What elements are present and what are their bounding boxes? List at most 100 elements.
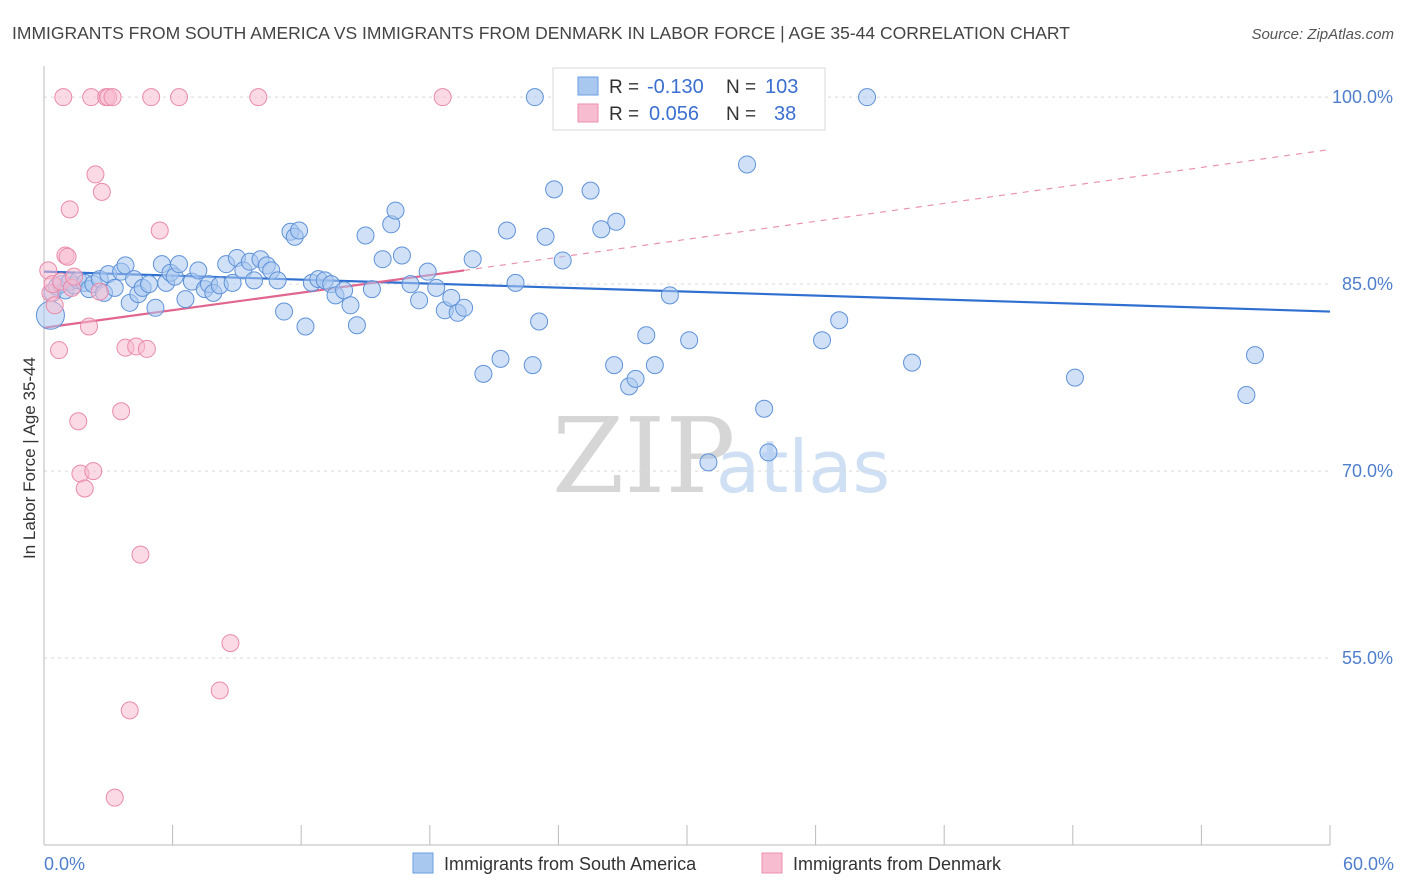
point-series0-99: [858, 88, 877, 107]
point-series0-14: [105, 278, 124, 297]
point-series1-14: [80, 317, 99, 336]
point-series0-103: [1245, 346, 1264, 365]
bottom-legend-label-south-america: Immigrants from South America: [444, 854, 697, 874]
point-series0-95: [755, 399, 774, 418]
point-series0-74: [491, 349, 510, 368]
point-series1-7: [58, 247, 77, 266]
point-series0-73: [474, 364, 493, 383]
trend-lines: [43, 148, 1331, 329]
point-series0-93: [699, 453, 718, 472]
point-series1-29: [137, 339, 156, 358]
x-tick-label-min: 0.0%: [44, 854, 85, 874]
point-series0-77: [523, 356, 542, 375]
point-series0-80: [545, 180, 564, 199]
grid: [44, 96, 1330, 659]
point-series1-13: [75, 479, 94, 498]
point-series1-3: [45, 296, 64, 315]
point-series0-86: [607, 212, 626, 231]
point-series0-45: [275, 302, 294, 321]
point-series1-24: [112, 402, 131, 421]
bottom-legend-swatch-denmark: [761, 852, 783, 874]
legend-r-label-1: R =: [609, 77, 639, 98]
y-tick-label-1: 85.0%: [1342, 274, 1393, 294]
point-series1-33: [210, 681, 229, 700]
point-series0-92: [680, 331, 699, 350]
legend-swatch-south-america: [577, 76, 599, 96]
point-series1-32: [170, 88, 189, 107]
point-series0-85: [605, 356, 624, 375]
point-series0-49: [296, 317, 315, 336]
point-series0-102: [1237, 386, 1256, 405]
point-series1-10: [65, 267, 84, 286]
y-axis-label: In Labor Force | Age 35-44: [20, 357, 39, 559]
point-series1-34: [221, 634, 240, 653]
point-series0-91: [660, 286, 679, 305]
watermark: ZIP atlas: [552, 395, 890, 517]
point-series0-28: [176, 290, 195, 309]
point-series1-11: [69, 412, 88, 431]
point-series0-101: [1065, 368, 1084, 387]
point-series0-104: [525, 88, 544, 107]
point-series1-15: [82, 88, 101, 107]
legend-n-label-1: N =: [726, 77, 756, 98]
series-legend: Immigrants from South America Immigrants…: [412, 852, 1002, 874]
trend-extension-series1: [464, 148, 1331, 272]
point-series0-65: [410, 291, 429, 310]
point-series0-81: [553, 251, 572, 270]
legend-r-value-1: -0.130: [647, 76, 704, 98]
point-series0-79: [536, 227, 555, 246]
point-series1-22: [103, 88, 122, 107]
point-series0-75: [497, 221, 516, 240]
point-series0-30: [189, 261, 208, 280]
point-series0-21: [140, 275, 159, 294]
y-tick-label-2: 70.0%: [1342, 461, 1393, 481]
y-tick-label-0: 100.0%: [1332, 87, 1393, 107]
point-series1-23: [105, 788, 124, 807]
correlation-legend: R = -0.130 N = 103 R = 0.056 N = 38: [552, 67, 826, 131]
watermark-atlas: atlas: [716, 425, 890, 509]
point-series1-19: [92, 182, 111, 201]
point-series1-18: [90, 282, 109, 301]
point-series0-60: [373, 250, 392, 269]
point-series0-76: [506, 273, 525, 292]
point-series1-36: [433, 88, 452, 107]
point-series0-63: [392, 246, 411, 265]
bottom-legend-swatch-south-america: [412, 852, 434, 874]
point-series0-36: [223, 273, 242, 292]
point-series0-56: [341, 296, 360, 315]
legend-n-value-2: 38: [774, 103, 796, 125]
point-series0-78: [530, 312, 549, 331]
point-series0-22: [146, 298, 165, 317]
point-series0-100: [903, 353, 922, 372]
point-series1-30: [142, 88, 161, 107]
point-series0-48: [290, 221, 309, 240]
y-tick-label-3: 55.0%: [1342, 648, 1393, 668]
chart-source: Source: ZipAtlas.com: [1251, 26, 1394, 43]
legend-n-value-1: 103: [765, 76, 798, 98]
y-tick-labels: 100.0% 85.0% 70.0% 55.0%: [1332, 87, 1393, 668]
point-series0-40: [245, 271, 264, 290]
point-series0-58: [356, 226, 375, 245]
point-series0-16: [116, 256, 135, 275]
scatter-points: [35, 88, 1264, 807]
point-series0-64: [401, 275, 420, 294]
point-series0-57: [347, 316, 366, 335]
point-series0-44: [268, 271, 287, 290]
point-series0-90: [645, 356, 664, 375]
point-series0-55: [335, 281, 354, 300]
trend-line-series1: [43, 269, 465, 329]
x-tick-label-max: 60.0%: [1343, 854, 1394, 874]
point-series1-35: [249, 88, 268, 107]
point-series1-4: [50, 341, 69, 360]
legend-r-value-2: 0.056: [649, 103, 699, 125]
legend-r-label-2: R =: [609, 104, 639, 125]
point-series0-69: [442, 288, 461, 307]
point-series0-67: [427, 278, 446, 297]
bottom-legend-label-denmark: Immigrants from Denmark: [793, 854, 1002, 874]
chart-title: IMMIGRANTS FROM SOUTH AMERICA VS IMMIGRA…: [12, 23, 1070, 43]
point-series0-88: [626, 369, 645, 388]
point-series0-84: [592, 220, 611, 239]
point-series1-17: [86, 165, 105, 184]
legend-n-label-2: N =: [726, 104, 756, 125]
